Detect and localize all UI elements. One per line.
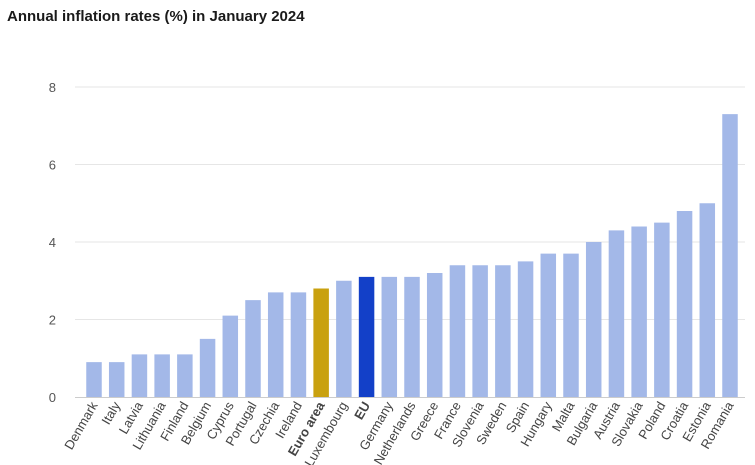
- bar-finland[interactable]: [177, 354, 193, 398]
- bar-ireland[interactable]: [290, 292, 307, 398]
- y-axis-ticks: 0 2 4 6 8: [49, 80, 56, 405]
- bar-bulgaria[interactable]: [585, 242, 602, 397]
- x-axis-labels: DenmarkItalyLatviaLithuaniaFinlandBelgiu…: [61, 398, 737, 465]
- bar-czechia[interactable]: [267, 292, 284, 398]
- bar-sweden[interactable]: [495, 265, 511, 397]
- bar-belgium[interactable]: [199, 338, 216, 398]
- bar-portugal[interactable]: [245, 300, 261, 398]
- x-tick-label: EU: [351, 399, 373, 422]
- x-tick-label: Denmark: [61, 399, 101, 453]
- bar-poland[interactable]: [654, 222, 670, 398]
- bar-croatia[interactable]: [676, 211, 693, 397]
- bar-romania[interactable]: [722, 114, 738, 398]
- bar-lithuania[interactable]: [154, 354, 170, 398]
- bar-estonia[interactable]: [699, 203, 716, 397]
- bar-denmark[interactable]: [86, 362, 102, 398]
- y-tick-label: 4: [49, 235, 56, 250]
- y-tick-label: 2: [49, 313, 56, 328]
- bars: [86, 114, 738, 398]
- bar-euro-area[interactable]: [313, 288, 329, 398]
- bar-greece[interactable]: [426, 273, 443, 397]
- bar-slovakia[interactable]: [631, 226, 647, 398]
- bar-netherlands[interactable]: [404, 276, 420, 398]
- bar-luxembourg[interactable]: [336, 280, 352, 397]
- bar-hungary[interactable]: [540, 253, 557, 398]
- y-tick-label: 0: [49, 390, 56, 405]
- y-tick-label: 6: [49, 158, 56, 173]
- bar-latvia[interactable]: [131, 354, 148, 398]
- bar-cyprus[interactable]: [222, 315, 239, 398]
- bar-italy[interactable]: [108, 362, 125, 398]
- bar-france[interactable]: [449, 265, 466, 397]
- chart-title: Annual inflation rates (%) in January 20…: [7, 8, 305, 25]
- bar-eu[interactable]: [358, 276, 375, 398]
- y-tick-label: 8: [49, 80, 56, 95]
- bar-germany[interactable]: [381, 276, 398, 398]
- bar-malta[interactable]: [563, 253, 579, 398]
- bar-slovenia[interactable]: [472, 265, 488, 397]
- bar-spain[interactable]: [517, 261, 534, 398]
- bar-austria[interactable]: [608, 230, 625, 398]
